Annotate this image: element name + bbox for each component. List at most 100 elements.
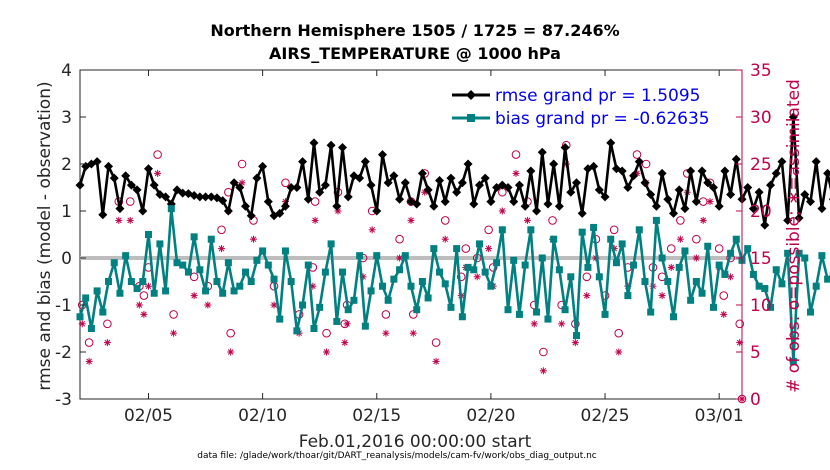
bias-point bbox=[755, 282, 763, 290]
rmse-point bbox=[315, 187, 325, 197]
obs-assimilated-marker bbox=[523, 216, 531, 224]
obs-assimilated-marker bbox=[270, 301, 278, 309]
rmse-point bbox=[303, 194, 313, 204]
rmse-point bbox=[486, 197, 496, 207]
rmse-point bbox=[206, 192, 216, 202]
rmse-point bbox=[680, 204, 690, 214]
bias-point bbox=[578, 228, 586, 236]
bias-point bbox=[139, 278, 147, 285]
y-tick-label: 0 bbox=[61, 249, 72, 269]
rmse-point bbox=[75, 180, 85, 190]
bias-point bbox=[173, 259, 181, 267]
obs-assimilated-marker bbox=[126, 216, 134, 224]
obs-possible-marker bbox=[217, 225, 226, 235]
rmse-point bbox=[503, 183, 513, 192]
y-right-tick-label: 0 bbox=[750, 390, 761, 410]
bias-point bbox=[270, 275, 278, 283]
obs-possible-marker bbox=[395, 234, 404, 244]
rmse-point bbox=[771, 168, 781, 178]
obs-assimilated-marker bbox=[78, 320, 86, 328]
bias-point bbox=[367, 287, 375, 295]
bias-point bbox=[561, 306, 569, 314]
obs-assimilated-marker bbox=[227, 348, 235, 356]
rmse-point bbox=[229, 178, 239, 188]
bias-point bbox=[350, 296, 358, 304]
rmse-point bbox=[537, 147, 547, 157]
bias-point bbox=[144, 231, 152, 238]
y-tick-label: 2 bbox=[61, 155, 72, 175]
bias-point bbox=[236, 282, 244, 290]
rmse-point bbox=[748, 204, 758, 214]
rmse-point bbox=[326, 140, 336, 150]
rmse-point bbox=[195, 192, 205, 202]
obs-possible-marker bbox=[582, 272, 592, 282]
rmse-point bbox=[800, 190, 810, 200]
bias-point bbox=[761, 285, 769, 293]
y-tick-label: -2 bbox=[55, 343, 72, 363]
rmse-point bbox=[594, 185, 604, 195]
obs-assimilated-marker bbox=[539, 367, 547, 375]
rmse-point bbox=[766, 180, 776, 190]
bias-point bbox=[418, 278, 426, 285]
y-right-tick-label: 20 bbox=[750, 202, 772, 222]
rmse-point bbox=[241, 201, 250, 211]
bias-point bbox=[584, 263, 592, 271]
bias-point bbox=[293, 327, 301, 335]
bias-point bbox=[493, 259, 501, 267]
obs-assimilated-marker bbox=[115, 216, 123, 224]
obs-assimilated-marker bbox=[571, 339, 579, 347]
bias-point bbox=[789, 357, 797, 365]
bias-point bbox=[515, 310, 523, 318]
bias-point bbox=[715, 261, 723, 269]
legend-bias-marker bbox=[467, 114, 475, 122]
obs-possible-marker bbox=[237, 159, 247, 169]
rmse-point bbox=[149, 180, 159, 190]
bias-point bbox=[749, 270, 757, 278]
obs-assimilated-marker bbox=[498, 207, 506, 215]
bias-point bbox=[567, 273, 575, 281]
rmse-point bbox=[223, 206, 233, 216]
obs-possible-marker bbox=[381, 310, 391, 319]
rmse-point bbox=[395, 194, 405, 204]
rmse-point bbox=[309, 138, 319, 148]
y-tick-label: 4 bbox=[61, 61, 72, 81]
obs-assimilated-marker bbox=[512, 169, 520, 177]
x-axis-label: Feb.01,2016 00:00:00 start bbox=[299, 432, 532, 452]
obs-possible-marker bbox=[189, 272, 199, 282]
bias-point bbox=[458, 313, 466, 321]
rmse-point bbox=[634, 157, 644, 167]
rmse-point bbox=[589, 161, 599, 171]
bias-point bbox=[704, 242, 712, 250]
bias-point bbox=[675, 263, 683, 271]
bias-point bbox=[630, 261, 638, 269]
bias-point bbox=[179, 261, 187, 269]
x-tick-label: 02/10 bbox=[238, 406, 287, 426]
rmse-point bbox=[572, 178, 581, 188]
bias-point bbox=[76, 313, 84, 321]
rmse-point bbox=[509, 197, 519, 207]
rmse-point bbox=[663, 194, 673, 204]
rmse-point bbox=[469, 199, 479, 209]
bias-point bbox=[447, 303, 455, 311]
obs-possible-marker bbox=[322, 328, 331, 338]
rmse-point bbox=[104, 161, 114, 171]
obs-assimilated-marker bbox=[144, 282, 152, 290]
bias-point bbox=[767, 303, 775, 311]
rmse-point bbox=[252, 173, 262, 183]
bias-point bbox=[801, 254, 809, 262]
bias-point bbox=[264, 261, 272, 269]
rmse-point bbox=[263, 197, 273, 207]
obs-assimilated-marker bbox=[103, 339, 111, 347]
bias-point bbox=[127, 278, 135, 285]
obs-assimilated-marker bbox=[485, 245, 493, 253]
obs-possible-marker bbox=[609, 225, 619, 235]
obs-assimilated-marker bbox=[343, 320, 351, 328]
bias-point bbox=[464, 263, 472, 271]
bias-point bbox=[105, 278, 113, 285]
rmse-point bbox=[138, 206, 148, 216]
obs-possible-marker bbox=[125, 197, 135, 206]
bias-point bbox=[784, 249, 792, 257]
rmse-point bbox=[143, 164, 153, 174]
bias-point bbox=[93, 287, 101, 295]
obs-assimilated-marker bbox=[667, 263, 675, 271]
